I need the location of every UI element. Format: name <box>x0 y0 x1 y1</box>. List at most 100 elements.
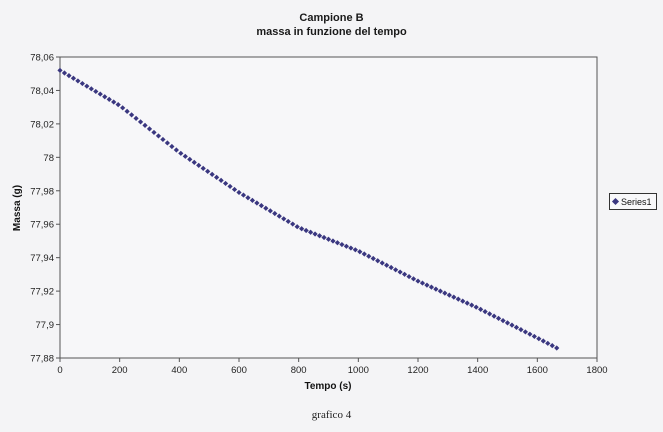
y-axis-label: Massa (g) <box>12 185 23 231</box>
data-point <box>388 264 394 271</box>
data-point <box>151 129 157 136</box>
data-point <box>451 294 457 300</box>
data-point <box>495 315 502 321</box>
x-tick-label: 1400 <box>467 365 488 376</box>
y-tick-label: 77,9 <box>36 320 55 331</box>
chart-title: Campione B <box>299 12 364 24</box>
data-point <box>487 311 493 317</box>
data-point <box>536 336 542 342</box>
data-point <box>384 262 390 268</box>
data-point <box>446 292 452 298</box>
data-point <box>478 306 484 312</box>
data-point <box>549 343 555 349</box>
x-axis-ticks: 0 200 400 600 800 1000 1200 1400 1600 1800 <box>57 358 608 376</box>
data-point <box>111 99 117 105</box>
data-point <box>285 218 291 225</box>
data-point <box>343 243 349 249</box>
x-tick-label: 400 <box>171 365 187 376</box>
data-point <box>491 313 497 319</box>
data-point <box>500 318 506 324</box>
data-point <box>137 119 144 125</box>
y-tick-label: 77,96 <box>30 220 54 231</box>
data-point <box>303 227 309 234</box>
data-point <box>84 83 90 89</box>
y-tick-label: 77,98 <box>30 186 54 197</box>
data-point <box>146 126 153 132</box>
figure-caption: grafico 4 <box>311 409 352 421</box>
data-point <box>527 331 533 337</box>
data-point <box>419 280 426 286</box>
data-point <box>155 133 162 139</box>
data-point <box>88 86 94 92</box>
data-point <box>361 251 367 257</box>
data-point <box>455 296 461 302</box>
legend-diamond-icon <box>611 197 620 206</box>
data-point <box>330 238 336 244</box>
data-point <box>469 302 475 308</box>
x-tick-label: 1600 <box>527 365 548 376</box>
data-point <box>379 260 385 266</box>
data-point <box>209 171 215 177</box>
data-point <box>178 150 184 156</box>
data-point <box>406 273 412 280</box>
data-point <box>370 255 376 262</box>
data-point <box>120 105 126 111</box>
data-point <box>214 174 220 180</box>
legend: Series1 <box>609 193 657 210</box>
data-point <box>124 108 130 114</box>
y-tick-label: 78,04 <box>30 86 54 97</box>
data-point <box>267 208 273 214</box>
data-point <box>249 197 256 203</box>
data-point <box>531 333 537 340</box>
data-point <box>218 177 224 184</box>
x-tick-label: 0 <box>57 365 62 376</box>
chart-subtitle: massa in funzione del tempo <box>256 26 407 38</box>
data-point <box>196 162 202 168</box>
data-point <box>66 73 72 79</box>
data-point <box>276 213 282 219</box>
data-point <box>545 340 551 346</box>
data-point <box>160 136 166 143</box>
data-point <box>366 253 372 259</box>
data-point <box>245 195 251 201</box>
data-point <box>61 70 68 76</box>
data-point <box>142 122 148 128</box>
data-point <box>357 249 363 255</box>
data-point <box>254 200 260 206</box>
plot-area <box>59 56 598 359</box>
data-point <box>106 96 112 102</box>
data-point <box>169 143 175 150</box>
x-tick-label: 800 <box>291 365 307 376</box>
data-point <box>473 304 479 310</box>
data-point <box>263 205 269 211</box>
data-point <box>513 324 520 330</box>
data-point <box>240 192 247 198</box>
data-point <box>173 147 179 153</box>
data-point <box>222 180 229 187</box>
y-tick-label: 77,94 <box>30 253 54 264</box>
legend-series-label: Series1 <box>621 196 652 207</box>
x-tick-label: 1200 <box>407 365 428 376</box>
data-point <box>79 80 85 87</box>
data-point <box>187 156 193 162</box>
y-axis-ticks: 77,88 77,9 77,92 77,94 77,96 77,98 78 78,02 78,0… <box>30 53 60 365</box>
data-point <box>464 300 470 306</box>
data-point <box>308 229 314 235</box>
data-point <box>75 78 81 84</box>
data-point <box>200 165 206 171</box>
data-point <box>460 298 466 304</box>
data-point <box>393 267 399 273</box>
data-point <box>540 338 546 344</box>
series-points <box>57 67 560 351</box>
data-point <box>164 140 170 146</box>
data-point <box>401 271 408 277</box>
data-point <box>437 288 443 294</box>
data-point <box>509 322 515 328</box>
data-point <box>482 308 488 315</box>
data-point <box>97 91 103 97</box>
data-point <box>115 102 121 108</box>
x-axis-label: Tempo (s) <box>304 381 351 392</box>
y-tick-label: 77,88 <box>30 354 54 365</box>
